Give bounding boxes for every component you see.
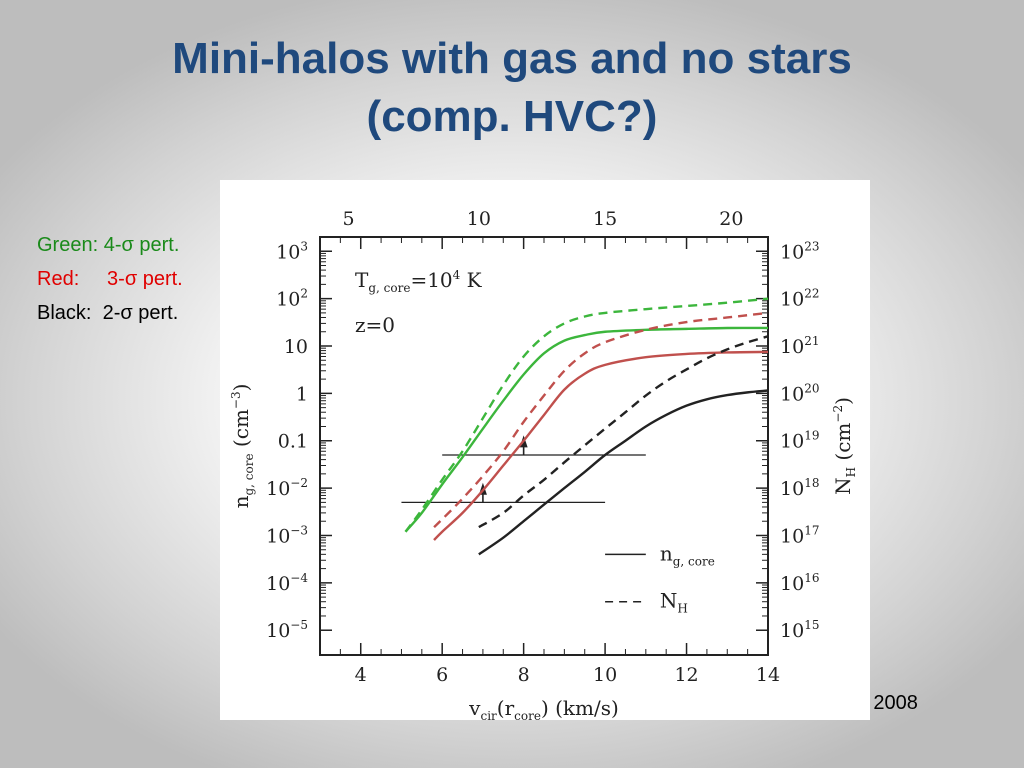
- right-axis-tick-label: 1019: [780, 429, 819, 453]
- x-tick-label: 8: [518, 664, 530, 686]
- y-tick-label: 10: [284, 336, 308, 358]
- title-line-2: (comp. HVC?): [366, 92, 658, 141]
- redshift-annotation: z=0: [355, 313, 395, 337]
- y-tick-label: 0.1: [278, 431, 308, 453]
- x-tick-label: 4: [355, 664, 367, 686]
- series-line-2: [433, 350, 769, 541]
- series-line-3: [433, 311, 769, 529]
- right-axis-tick-label: 1016: [780, 571, 819, 595]
- right-axis-tick-label: 1018: [780, 476, 819, 500]
- x-tick-label: 10: [593, 664, 617, 686]
- series-line-1: [404, 297, 769, 533]
- x-tick-label: 6: [436, 664, 448, 686]
- right-axis-tick-label: 1022: [780, 287, 819, 311]
- y-tick-label: 103: [276, 239, 308, 263]
- right-axis-tick-label: 1015: [780, 618, 819, 642]
- right-axis-label: NH (cm−2): [831, 397, 858, 495]
- legend-dashed-label: NH: [660, 589, 688, 616]
- note-green: Green: 4-σ pert.: [37, 234, 180, 256]
- slide-title: Mini-halos with gas and no stars (comp. …: [0, 30, 1024, 146]
- series-line-0: [404, 326, 769, 533]
- x-tick-label: 12: [674, 664, 698, 686]
- x-axis-label: vcir(rcore) (km/s): [468, 696, 619, 720]
- y-tick-label: 10−5: [266, 618, 308, 642]
- right-axis-tick-label: 1021: [780, 334, 819, 358]
- title-line-1: Mini-halos with gas and no stars: [172, 34, 852, 83]
- top-axis-tick-label: 10: [467, 208, 491, 230]
- x-tick-label: 14: [756, 664, 780, 686]
- figure-panel: 4 6 8 10 12 14 5 10 15 20 10−5 1015 10−4 1016 10−3 1017…: [220, 180, 870, 720]
- top-axis-tick-label: 20: [719, 208, 743, 230]
- note-black: Black: 2-σ pert.: [37, 302, 179, 324]
- y-tick-label: 10−3: [266, 523, 308, 547]
- top-axis-tick-label: 15: [593, 208, 617, 230]
- series-line-4: [478, 389, 769, 556]
- y-tick-label: 102: [276, 287, 308, 311]
- temperature-annotation: Tg, core=104 K: [355, 268, 483, 295]
- color-legend-notes: Green: 4-σ pert. Red: 3-σ pert. Black: 2…: [37, 228, 183, 330]
- y-axis-label: ng, core (cm−3): [229, 384, 256, 509]
- right-axis-tick-label: 1023: [780, 239, 819, 263]
- legend-solid-label: ng, core: [660, 541, 715, 568]
- series-line-5: [478, 335, 769, 529]
- y-tick-label: 10−2: [266, 476, 308, 500]
- y-tick-label: 1: [296, 383, 308, 405]
- note-red: Red: 3-σ pert.: [37, 268, 183, 290]
- top-axis-tick-label: 5: [342, 208, 354, 230]
- plot-frame: [319, 236, 769, 656]
- y-tick-label: 10−4: [266, 571, 308, 595]
- right-axis-tick-label: 1020: [780, 381, 819, 405]
- right-axis-tick-label: 1017: [780, 523, 819, 547]
